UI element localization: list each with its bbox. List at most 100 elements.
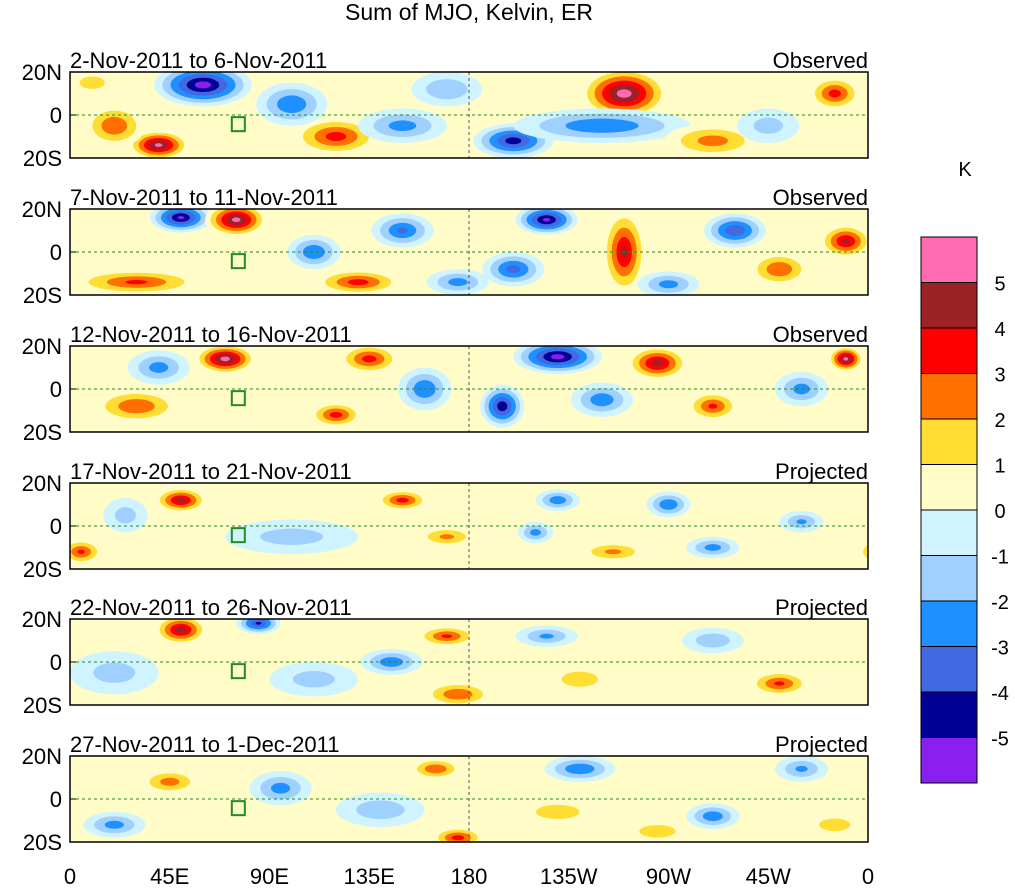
- y-tick-label: 20N: [22, 197, 62, 222]
- panel-type: Projected: [775, 459, 868, 484]
- anomaly-contour: [388, 120, 417, 132]
- anomaly-contour: [793, 383, 810, 395]
- anomaly-contour: [725, 225, 745, 236]
- panel-dates: 27-Nov-2011 to 1-Dec-2011: [70, 732, 339, 757]
- anomaly-contour: [766, 262, 793, 277]
- anomaly-contour: [948, 203, 1010, 233]
- y-tick-label: 20N: [22, 60, 62, 85]
- anomaly-contour: [114, 507, 136, 524]
- colorbar-swatch: [920, 509, 978, 556]
- panel-dates: 17-Nov-2011 to 21-Nov-2011: [70, 459, 352, 484]
- region-box: [230, 253, 246, 270]
- x-tick-label: 90E: [250, 864, 289, 889]
- anomaly-contour: [774, 681, 785, 686]
- map-panel: 27-Nov-2011 to 1-Dec-2011 Projected 20N 0 20…: [0, 732, 933, 855]
- panel-dates: 12-Nov-2011 to 16-Nov-2011: [70, 322, 352, 347]
- colorbar-swatch: [920, 646, 978, 693]
- x-tick-label: 180: [451, 864, 488, 889]
- anomaly-contour: [704, 544, 722, 551]
- anomaly-contour: [0, 511, 26, 533]
- anomaly-contour: [639, 824, 676, 838]
- y-tick-label: 20S: [23, 146, 62, 171]
- anomaly-contour: [549, 496, 566, 505]
- anomaly-contour: [542, 217, 551, 222]
- anomaly-contour: [154, 143, 163, 147]
- anomaly-contour: [977, 74, 1015, 96]
- anomaly-contour: [194, 81, 212, 89]
- anomaly-contour: [695, 633, 730, 648]
- anomaly-contour: [329, 411, 343, 418]
- anomaly-contour: [77, 549, 85, 554]
- anomaly-contour: [942, 138, 971, 152]
- anomaly-contour: [439, 534, 454, 540]
- colorbar-unit: K: [958, 159, 972, 181]
- map-panel: 22-Nov-2011 to 26-Nov-2011 Projected 20N 0 2…: [22, 595, 869, 718]
- anomaly-contour: [396, 497, 409, 503]
- anomaly-contour: [441, 634, 453, 638]
- panel-type: Observed: [773, 185, 868, 210]
- panel-type: Observed: [773, 48, 868, 73]
- y-tick-label: 0: [50, 514, 62, 539]
- colorbar-swatch: [920, 737, 978, 784]
- anomaly-contour: [795, 765, 808, 772]
- anomaly-contour: [937, 135, 977, 155]
- anomaly-contour: [0, 109, 1, 143]
- anomaly-contour: [875, 550, 882, 554]
- anomaly-contour: [796, 519, 807, 525]
- anomaly-contour: [985, 78, 1015, 92]
- anomaly-contour: [70, 231, 75, 251]
- colorbar-swatch: [920, 327, 978, 374]
- y-tick-label: 20S: [23, 693, 62, 718]
- y-tick-label: 20N: [22, 334, 62, 359]
- anomaly-contour: [565, 763, 595, 775]
- anomaly-contour: [953, 205, 1004, 230]
- anomaly-contour: [953, 143, 961, 147]
- anomaly-contour: [160, 777, 180, 786]
- anomaly-contour: [881, 104, 943, 147]
- anomaly-contour: [976, 216, 983, 219]
- colorbar-label: -2: [991, 592, 1009, 614]
- y-tick-label: 20N: [22, 744, 62, 769]
- anomaly-contour: [959, 208, 999, 227]
- y-tick-label: 20N: [22, 607, 62, 632]
- anomaly-contour: [970, 213, 988, 222]
- x-tick-label: 0: [862, 864, 874, 889]
- y-tick-label: 0: [50, 787, 62, 812]
- anomaly-contour: [828, 89, 841, 98]
- anomaly-contour: [424, 764, 447, 774]
- region-box: [230, 527, 246, 544]
- x-tick-label: 0: [64, 864, 76, 889]
- x-tick-label: 90W: [646, 864, 691, 889]
- anomaly-contour: [149, 362, 169, 373]
- map-panel: 7-Nov-2011 to 11-Nov-2011 Observed 20N 0 20S: [22, 185, 1010, 308]
- anomaly-contour: [426, 79, 468, 100]
- anomaly-contour: [220, 356, 230, 362]
- anomaly-contour: [292, 671, 335, 688]
- anomaly-contour: [590, 393, 614, 407]
- colorbar-label: 0: [994, 501, 1005, 523]
- anomaly-contour: [529, 529, 542, 536]
- y-tick-label: 20S: [23, 420, 62, 445]
- anomaly-contour: [535, 804, 580, 819]
- anomaly-contour: [397, 227, 408, 234]
- y-tick-label: 0: [50, 650, 62, 675]
- anomaly-contour: [302, 244, 325, 260]
- anomaly-contour: [968, 71, 1015, 100]
- colorbar-swatch: [920, 373, 978, 420]
- y-tick-label: 20S: [23, 830, 62, 855]
- anomaly-contour: [260, 528, 324, 545]
- colorbar: K 5 4 3 2 1 0 -1 -2 -3 -4 -5: [920, 159, 1009, 784]
- y-tick-label: 0: [50, 240, 62, 265]
- anomaly-contour: [448, 278, 468, 287]
- anomaly-contour: [0, 766, 10, 772]
- anomaly-contour: [255, 621, 262, 625]
- region-box: [230, 800, 246, 817]
- anomaly-contour: [892, 816, 933, 833]
- colorbar-label: 5: [994, 274, 1005, 296]
- panel-type: Projected: [775, 595, 868, 620]
- anomaly-contour: [947, 141, 966, 150]
- anomaly-contour: [506, 265, 521, 274]
- anomaly-contour: [878, 77, 903, 89]
- region-box: [230, 663, 246, 680]
- anomaly-contour: [443, 688, 473, 700]
